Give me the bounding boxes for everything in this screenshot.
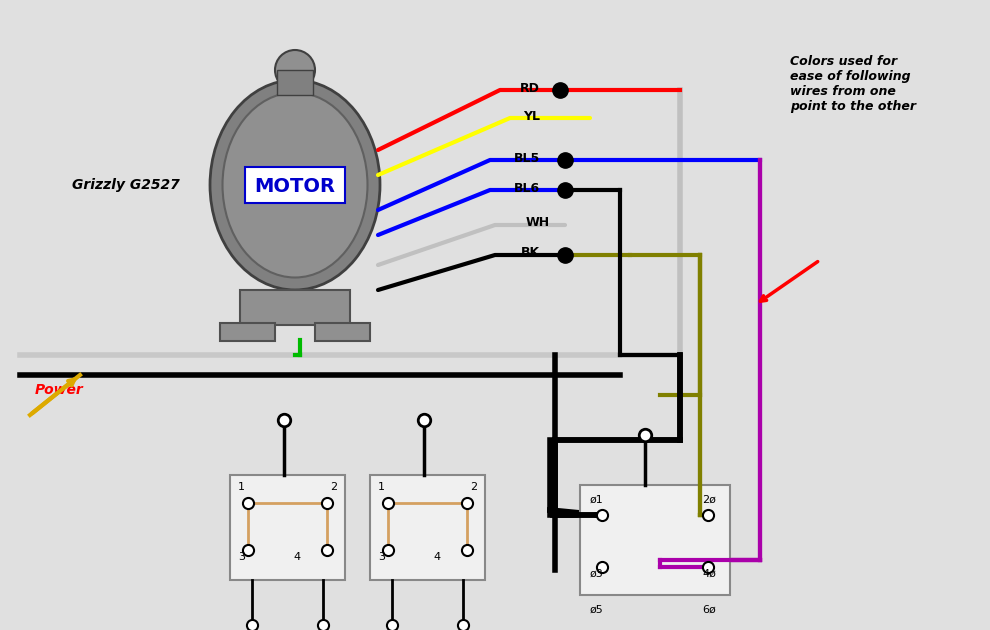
Text: BL6: BL6: [514, 181, 540, 195]
Ellipse shape: [223, 93, 367, 277]
Text: ø5: ø5: [590, 605, 604, 615]
Text: 2: 2: [330, 482, 338, 492]
Text: 4: 4: [434, 552, 441, 562]
Text: ø1: ø1: [590, 495, 604, 505]
Text: YL: YL: [523, 110, 540, 122]
Bar: [315, 323, 370, 341]
Text: Power: Power: [35, 383, 84, 397]
Text: 3: 3: [238, 552, 245, 562]
Text: BK: BK: [521, 246, 540, 260]
Text: ø3: ø3: [590, 569, 604, 579]
Text: MOTOR: MOTOR: [254, 178, 336, 197]
Ellipse shape: [275, 50, 315, 90]
Text: 4: 4: [293, 552, 300, 562]
Bar: [220, 323, 275, 341]
Bar: [245, 167, 345, 203]
Text: 3: 3: [378, 552, 385, 562]
Text: 4ø: 4ø: [702, 569, 716, 579]
Bar: [370, 475, 485, 580]
Text: WH: WH: [526, 217, 550, 229]
Text: 6ø: 6ø: [702, 605, 716, 615]
Bar: [240, 290, 350, 325]
Text: 2ø: 2ø: [702, 495, 716, 505]
Text: 2: 2: [470, 482, 477, 492]
Bar: [230, 475, 345, 580]
Text: Colors used for
ease of following
wires from one
point to the other: Colors used for ease of following wires …: [790, 55, 916, 113]
Text: 1: 1: [238, 482, 245, 492]
Text: BL5: BL5: [514, 151, 540, 164]
Ellipse shape: [210, 80, 380, 290]
Bar: [277, 70, 313, 95]
Text: 1: 1: [378, 482, 385, 492]
Bar: [580, 485, 730, 595]
Text: Grizzly G2527: Grizzly G2527: [72, 178, 180, 192]
Text: RD: RD: [520, 81, 540, 94]
